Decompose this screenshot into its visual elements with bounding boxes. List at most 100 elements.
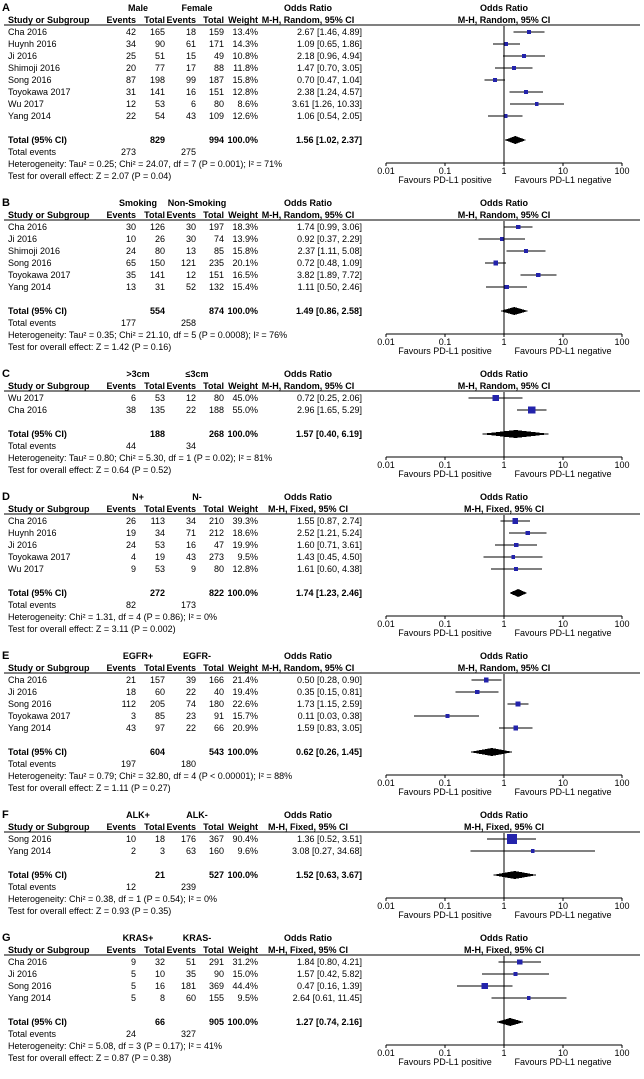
study-name: Huynh 2016 xyxy=(8,39,57,49)
study-weight: 20.1% xyxy=(232,258,258,268)
study-name: Toyokawa 2017 xyxy=(8,87,71,97)
study-events-1: 4 xyxy=(130,552,136,562)
study-weight: 21.4% xyxy=(232,675,258,685)
axis-tick-label: 100 xyxy=(614,1048,630,1058)
total-weight: 100.0% xyxy=(227,306,258,316)
study-total-2: 91 xyxy=(213,711,224,721)
col-header-total-2: Total xyxy=(203,15,224,25)
col-header-study: Study or Subgroup xyxy=(8,822,90,832)
axis-tick-label: 100 xyxy=(614,901,630,911)
study-total-2: 88 xyxy=(213,63,224,73)
col-header-total-1: Total xyxy=(144,15,165,25)
col-header-events-1: Events xyxy=(106,822,136,832)
group1-header: EGFR+ xyxy=(122,651,154,661)
total-weight: 100.0% xyxy=(227,588,258,598)
study-total-1: 97 xyxy=(154,723,165,733)
study-name: Song 2016 xyxy=(8,75,52,85)
axis-tick-label: 10 xyxy=(557,778,569,788)
study-total-1: 10 xyxy=(154,969,165,979)
study-events-2: 12 xyxy=(185,393,196,403)
col-header-ci-table: M-H, Random, 95% CI xyxy=(261,15,355,25)
study-events-1: 3 xyxy=(130,711,136,721)
total-weight: 100.0% xyxy=(227,870,258,880)
col-header-events-2: Events xyxy=(166,822,196,832)
study-total-2: 166 xyxy=(208,675,224,685)
study-events-1: 18 xyxy=(125,687,136,697)
study-events-1: 9 xyxy=(130,957,136,967)
study-total-1: 126 xyxy=(149,222,165,232)
overall-test-text: Test for overall effect: Z = 0.87 (P = 0… xyxy=(8,1053,172,1063)
study-events-2: 30 xyxy=(185,234,196,244)
study-total-1: 19 xyxy=(154,552,165,562)
axis-tick-label: 1 xyxy=(501,901,507,911)
col-header-ci-plot: M-H, Fixed, 95% CI xyxy=(463,822,545,832)
group2-header: ALK- xyxy=(186,810,208,820)
axis-tick-label: 0.1 xyxy=(438,166,452,176)
study-total-2: 151 xyxy=(208,87,224,97)
favours-right-label: Favours PD-L1 negative xyxy=(514,1057,612,1067)
study-or-ci: 1.47 [0.70, 3.05] xyxy=(296,63,362,73)
favours-left-label: Favours PD-L1 positive xyxy=(398,175,492,185)
study-name: Wu 2017 xyxy=(8,564,44,574)
or-marker xyxy=(511,555,516,559)
col-header-weight: Weight xyxy=(228,210,258,220)
study-total-1: 165 xyxy=(149,27,165,37)
study-total-1: 150 xyxy=(149,258,165,268)
study-weight: 55.0% xyxy=(232,405,258,415)
forest-panel-B: B Smoking Non-Smoking Odds Ratio Odds Ratio S… xyxy=(0,197,644,358)
or-marker xyxy=(516,224,521,230)
study-total-1: 157 xyxy=(149,675,165,685)
total-sum-1: 66 xyxy=(154,1017,165,1027)
study-total-1: 16 xyxy=(154,981,165,991)
study-or-ci: 0.72 [0.48, 1.09] xyxy=(296,258,362,268)
axis-tick-label: 0.1 xyxy=(438,778,452,788)
total-label: Total (95% CI) xyxy=(8,429,67,439)
group2-header: EGFR- xyxy=(183,651,211,661)
study-events-1: 65 xyxy=(125,258,136,268)
favours-left-label: Favours PD-L1 positive xyxy=(398,1057,492,1067)
axis-tick-label: 10 xyxy=(557,460,569,470)
study-name: Wu 2017 xyxy=(8,99,44,109)
total-weight: 100.0% xyxy=(227,429,258,439)
study-events-2: 23 xyxy=(185,711,196,721)
col-header-ci-table: M-H, Random, 95% CI xyxy=(261,210,355,220)
or-marker xyxy=(492,77,497,83)
study-name: Shimoji 2016 xyxy=(8,246,61,256)
study-or-ci: 0.47 [0.16, 1.39] xyxy=(296,981,362,991)
study-name: Yang 2014 xyxy=(8,282,51,292)
forest-panel-D: D N+ N- Odds Ratio Odds Ratio Study or Subgro… xyxy=(0,491,644,640)
study-name: Song 2016 xyxy=(8,699,52,709)
or-marker xyxy=(511,66,516,70)
study-events-2: 22 xyxy=(185,687,196,697)
heterogeneity-text: Heterogeneity: Tau² = 0.79; Chi² = 32.80… xyxy=(8,771,293,781)
or-marker xyxy=(516,959,523,965)
total-events-2: 275 xyxy=(180,147,196,157)
overall-test-text: Test for overall effect: Z = 1.42 (P = 0… xyxy=(8,342,172,352)
study-events-1: 35 xyxy=(125,270,136,280)
axis-tick-label: 1 xyxy=(501,460,507,470)
axis-tick-label: 0.1 xyxy=(438,1048,452,1058)
study-total-1: 53 xyxy=(154,564,165,574)
axis-tick-label: 0.01 xyxy=(377,901,395,911)
study-total-1: 18 xyxy=(154,834,165,844)
study-total-2: 159 xyxy=(208,27,224,37)
total-events-2: 258 xyxy=(180,318,196,328)
study-events-1: 25 xyxy=(125,51,136,61)
study-events-2: 74 xyxy=(185,699,196,709)
study-or-ci: 2.38 [1.24, 4.57] xyxy=(296,87,362,97)
study-events-1: 5 xyxy=(130,969,136,979)
total-sum-2: 543 xyxy=(208,747,224,757)
study-total-1: 60 xyxy=(154,687,165,697)
study-total-1: 198 xyxy=(149,75,165,85)
study-events-1: 19 xyxy=(125,528,136,538)
overall-test-text: Test for overall effect: Z = 1.11 (P = 0… xyxy=(8,783,171,793)
study-weight: 13.4% xyxy=(232,27,258,37)
study-weight: 90.4% xyxy=(232,834,258,844)
study-total-1: 31 xyxy=(154,282,165,292)
study-events-2: 18 xyxy=(185,27,196,37)
study-weight: 31.2% xyxy=(232,957,258,967)
col-header-ci-table: M-H, Fixed, 95% CI xyxy=(267,822,349,832)
axis-tick-label: 1 xyxy=(501,1048,507,1058)
col-header-study: Study or Subgroup xyxy=(8,663,90,673)
col-header-ci-table: M-H, Random, 95% CI xyxy=(261,381,355,391)
